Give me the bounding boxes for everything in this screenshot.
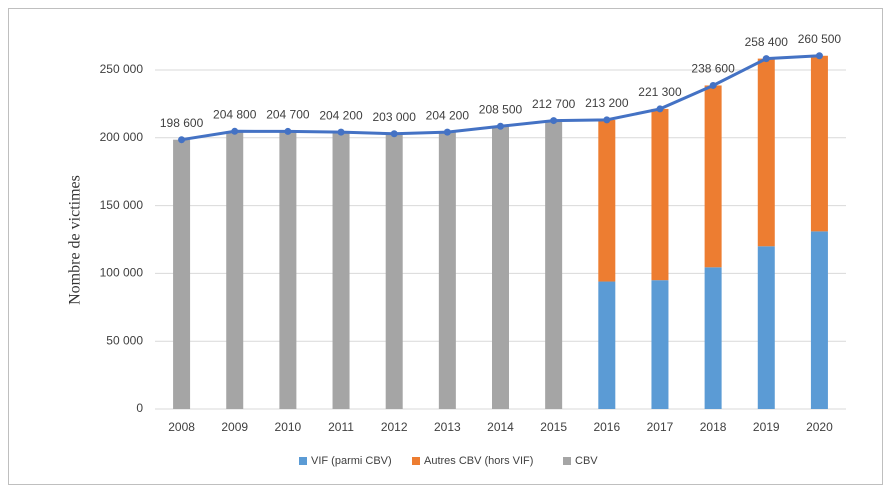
line-point [390, 130, 398, 138]
bar-segment [492, 126, 509, 410]
line-point [656, 105, 664, 113]
bar-segment [173, 139, 191, 409]
x-tick-label: 2017 [647, 420, 674, 434]
x-tick-label: 2013 [434, 420, 461, 434]
data-label: 212 700 [532, 97, 576, 111]
legend-swatch [563, 457, 571, 465]
line-point [709, 81, 717, 89]
line-point [231, 127, 239, 135]
bar-segment [226, 131, 244, 409]
line-point [337, 128, 345, 136]
x-tick-label: 2019 [753, 420, 780, 434]
data-label: 238 600 [691, 62, 735, 76]
line-point [178, 136, 186, 144]
y-tick-label: 100 000 [100, 266, 144, 280]
bar-segment [545, 120, 563, 409]
bar-segment [704, 85, 722, 268]
y-tick-label: 200 000 [100, 130, 144, 144]
data-label: 198 600 [160, 116, 204, 130]
y-tick-label: 0 [136, 401, 143, 415]
y-axis-title: Nombre de victimes [67, 175, 84, 305]
legend-swatch [412, 457, 420, 465]
data-label: 208 500 [479, 102, 523, 116]
x-tick-label: 2011 [328, 420, 354, 434]
data-label: 204 200 [426, 108, 470, 122]
x-tick-label: 2018 [700, 420, 727, 434]
bar-segment [651, 280, 669, 409]
bar-segment [651, 108, 669, 281]
data-label: 213 200 [585, 96, 629, 110]
bar-segment [757, 58, 775, 247]
bar-segment [810, 55, 828, 232]
x-tick-label: 2015 [540, 420, 567, 434]
x-tick-label: 2014 [487, 420, 514, 434]
y-tick-label: 50 000 [106, 333, 143, 347]
y-tick-label: 250 000 [100, 62, 144, 76]
line-point [497, 122, 504, 130]
line-point [443, 128, 451, 136]
legend-label: Autres CBV (hors VIF) [424, 455, 533, 467]
line-point [603, 116, 611, 124]
bar-segment [598, 119, 616, 282]
bar-segment [598, 281, 616, 409]
legend-label: CBV [575, 455, 598, 467]
x-tick-label: 2012 [381, 420, 408, 434]
bar-segment [438, 132, 456, 409]
line-point [550, 117, 558, 125]
x-tick-label: 2010 [275, 420, 302, 434]
bar-segment [279, 131, 297, 409]
legend-label: VIF (parmi CBV) [311, 455, 392, 467]
x-tick-label: 2020 [806, 420, 833, 434]
x-tick-label: 2008 [168, 420, 195, 434]
bar-segment [757, 246, 775, 409]
data-label: 204 700 [266, 108, 310, 122]
line-point [762, 55, 770, 63]
y-tick-label: 150 000 [100, 198, 144, 212]
data-label: 221 300 [638, 85, 682, 99]
legend-swatch [299, 457, 307, 465]
data-label: 203 000 [372, 110, 416, 124]
bar-segment [704, 267, 722, 409]
data-label: 260 500 [798, 32, 842, 46]
data-label: 204 200 [319, 108, 363, 122]
line-point [815, 52, 823, 60]
bar-segment [332, 132, 350, 409]
line-point [284, 127, 292, 135]
data-label: 258 400 [745, 35, 789, 49]
bar-segment [810, 231, 828, 409]
x-tick-label: 2009 [221, 420, 248, 434]
bar-segment [385, 133, 403, 409]
data-label: 204 800 [213, 107, 257, 121]
x-tick-label: 2016 [593, 420, 620, 434]
